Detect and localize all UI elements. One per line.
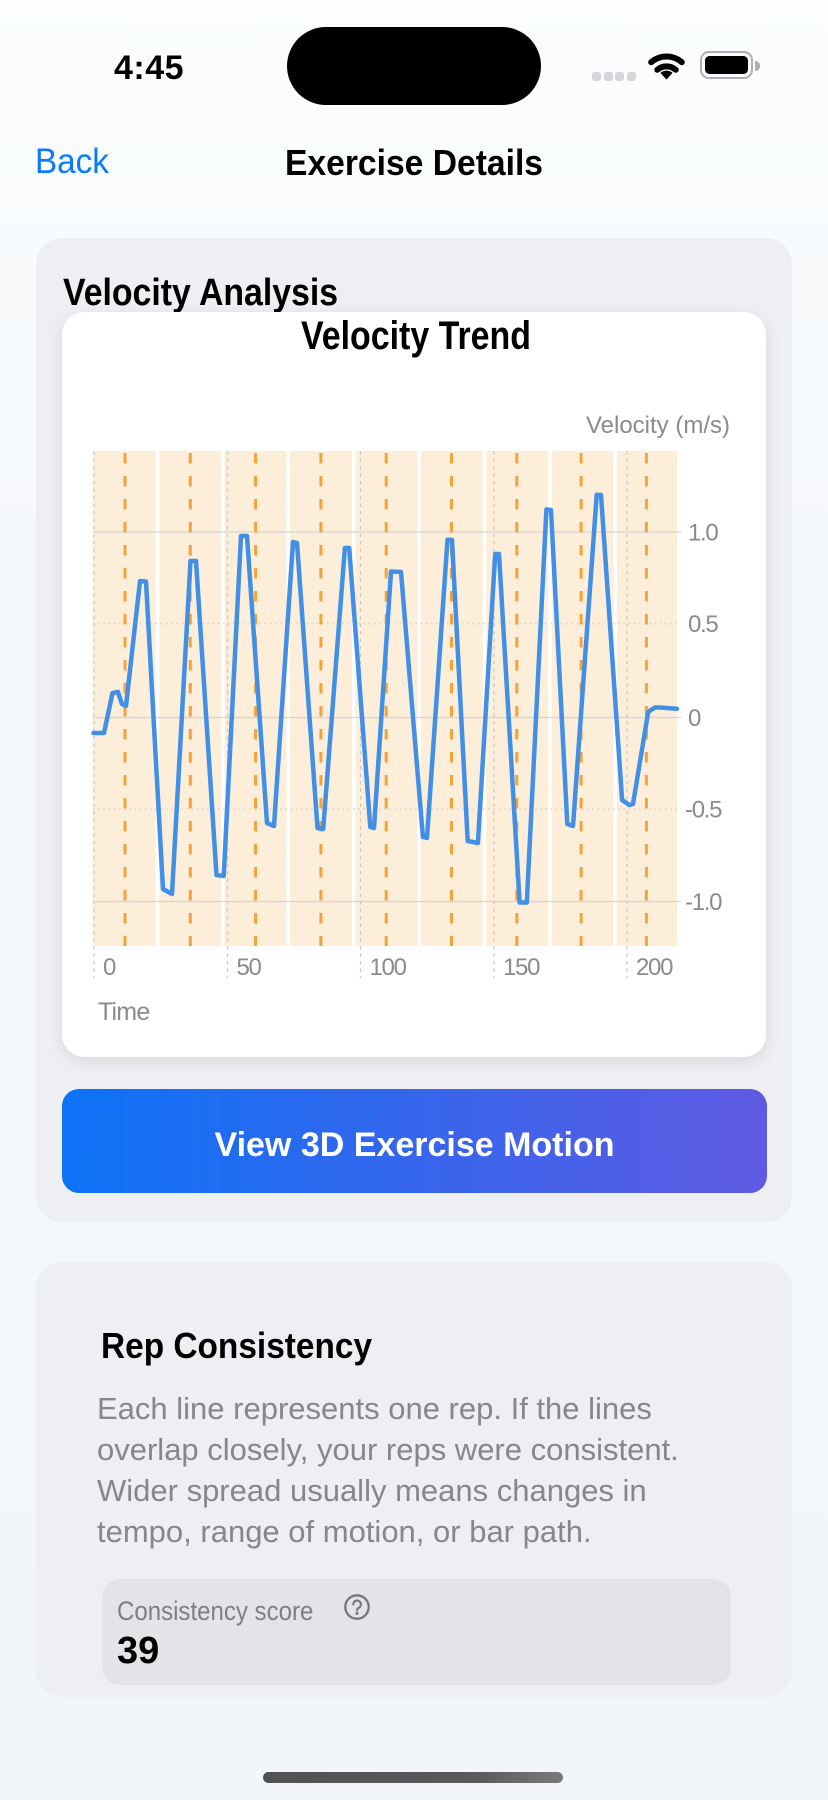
svg-text:100: 100: [370, 954, 407, 981]
svg-text:Time: Time: [98, 998, 149, 1026]
svg-text:1.0: 1.0: [688, 520, 718, 547]
svg-text:-1.0: -1.0: [685, 889, 722, 916]
svg-text:150: 150: [503, 954, 540, 981]
svg-text:Velocity (m/s): Velocity (m/s): [586, 412, 730, 439]
svg-text:0: 0: [688, 705, 701, 732]
svg-text:50: 50: [237, 954, 262, 981]
svg-text:-0.5: -0.5: [685, 797, 722, 824]
svg-text:0: 0: [103, 954, 116, 981]
svg-text:0.5: 0.5: [688, 611, 718, 638]
svg-text:200: 200: [636, 954, 673, 981]
